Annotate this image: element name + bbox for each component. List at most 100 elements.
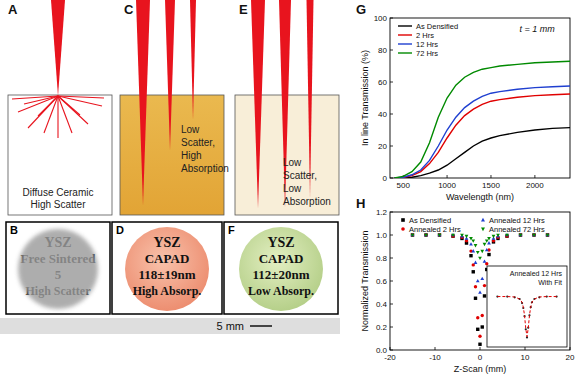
chart-1: -20-10010200.00.20.40.60.81.01.2Z-Scan (… [360,208,575,374]
scatter-ray [44,96,58,133]
text: G [356,2,366,17]
legend-swatch [481,228,485,232]
data-point [546,234,550,237]
text: In line Transmission (%) [360,50,370,146]
data-point [483,259,487,262]
chart-2: Annealed 12 HrsWith Fit [487,266,567,347]
legend-swatch [398,43,412,44]
text: Diffuse Ceramic [23,187,94,198]
text: 1500 [482,181,500,190]
scatter-ray [58,96,104,98]
sample-disk [18,229,98,309]
data-point [496,234,500,237]
text: 12 Hrs [416,40,438,49]
text: Scatter, [181,137,215,148]
inset-frame [487,266,567,347]
text: Annealed 2 Hrs [409,225,461,234]
data-point [469,242,473,245]
text: 0.0 [376,346,388,355]
data-point [465,235,469,238]
text: 20 [566,353,575,362]
text: Wavelength (nm) [446,192,514,202]
legend-swatch [481,218,485,222]
series-line [394,86,570,178]
y-tick [390,281,393,282]
text: High [181,150,202,161]
text: B [10,224,18,236]
data-point [483,294,486,297]
data-point [546,233,549,236]
text: 2 Hrs [416,31,434,40]
data-point [487,253,490,256]
data-point [476,251,480,254]
text: F [228,224,235,236]
text: Absorption [283,196,331,207]
text: 40 [378,110,387,119]
data-point [478,335,481,338]
text: High Absorp. [133,284,202,298]
data-point [478,290,482,293]
scatter-ray [24,96,58,104]
data-point [480,277,484,280]
y-tick [390,50,393,51]
laser-beam [190,0,196,120]
text: 20 [378,142,387,151]
text: 118±19nm [139,267,196,282]
scatter-ray [57,96,58,138]
x-tick [447,175,448,178]
text: Low Absorp. [248,284,314,298]
y-tick [390,18,393,19]
text: C [124,2,134,17]
data-point [481,314,484,317]
text: 112±20nm [253,267,310,282]
y-tick [390,235,393,236]
text: CAPAD [259,251,304,266]
plot-frame [390,18,570,178]
data-point [469,254,472,257]
text: 80 [378,46,387,55]
text: E [239,2,248,17]
text: As Densified [416,22,458,31]
data-point [546,233,550,236]
chart-0: 500100015002000020406080100Wavelength (n… [360,14,570,202]
text: 0 [383,174,388,183]
data-point [474,285,477,288]
series-line [394,61,570,178]
data-point [496,234,500,237]
photo-frame [112,222,222,314]
y-tick [390,178,393,179]
data-point [487,241,491,244]
y-tick [390,146,393,147]
data-point [525,328,527,330]
data-point [485,248,489,251]
data-point [474,297,477,300]
text: 1.0 [376,231,388,240]
y-tick [390,304,393,305]
data-point [485,239,489,242]
plot-frame [390,212,570,350]
text: Annealed 12 Hrs [489,216,545,225]
y-tick [390,82,393,83]
text: 10 [521,353,530,362]
text: 0.4 [376,300,388,309]
x-tick [534,175,535,178]
data-point [460,234,464,237]
data-point [471,249,475,252]
data-point [438,234,442,237]
text: 500 [396,181,410,190]
text: 0.2 [376,323,388,332]
text: A [8,2,18,17]
x-tick [480,347,481,350]
text: Low [283,183,302,194]
sample-disk [125,227,209,311]
text: CAPAD [145,251,190,266]
text: 100 [374,14,388,23]
text: 1.2 [376,208,388,217]
photo-frame [6,222,110,314]
laser-beam [251,0,265,208]
scatter-ray [38,96,58,116]
data-point [476,279,480,282]
y-tick [390,350,393,351]
series-line [497,297,556,337]
text: Normalized Transmission [360,230,370,331]
